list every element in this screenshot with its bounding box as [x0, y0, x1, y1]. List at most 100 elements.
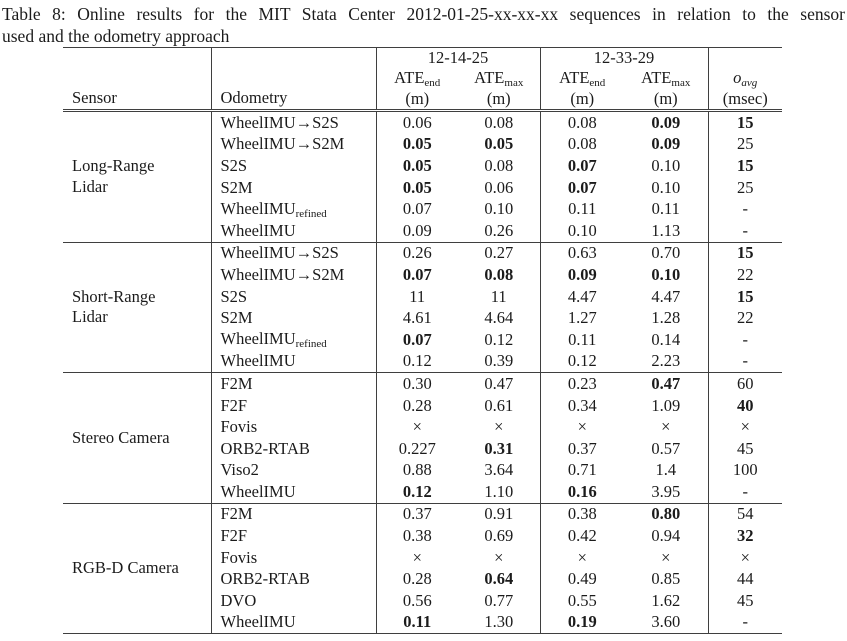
odometry-label: WheelIMU	[211, 481, 377, 504]
value-cell: 0.11	[568, 329, 597, 349]
odometry-label: WheelIMU	[211, 350, 377, 373]
value-cell: 0.10	[567, 220, 597, 240]
value-cell: -	[742, 220, 749, 240]
value-cell: 0.55	[567, 590, 597, 610]
value-cell: 0.07	[402, 199, 432, 219]
table-row: Stereo Camera F2M 0.30 0.47 0.23 0.47 60	[63, 372, 782, 504]
value-cell: ×	[412, 547, 422, 567]
odometry-label: WheelIMU→S2M	[211, 133, 377, 156]
sensor-group: Stereo Camera F2M 0.30 0.47 0.23 0.47 60 F2F 0.2…	[63, 372, 782, 504]
value-cell: 0.08	[458, 155, 541, 177]
value-cell: -	[742, 199, 749, 219]
odometry-label: F2F	[211, 394, 377, 417]
value-cell: 0.26	[458, 219, 541, 243]
value-cell: 0.69	[458, 525, 541, 547]
value-cell: 0.07	[567, 177, 597, 197]
value-cell: 0.77	[458, 590, 541, 612]
table-row: S2S 11 11 4.47 4.47 15	[63, 285, 782, 308]
column-header-oavg-spacer	[708, 48, 782, 69]
value-cell: 0.56	[402, 590, 432, 610]
value-cell: 32	[737, 526, 754, 546]
value-cell: 4.64	[458, 307, 541, 329]
value-cell: -	[742, 351, 749, 371]
column-header-ate-end-2: ATEend	[559, 68, 606, 89]
value-cell: ×	[740, 417, 750, 437]
table-row: WheelIMU 0.11 1.30 0.19 3.60 -	[63, 611, 782, 634]
value-cell: 0.09	[567, 264, 597, 284]
table-row: WheelIMU 0.12 0.39 0.12 2.23 -	[63, 350, 782, 373]
odometry-label: S2M	[211, 307, 377, 329]
table-row: Fovis × × × × ×	[63, 546, 782, 569]
value-cell: 2.23	[624, 350, 709, 373]
column-header-sequence-12-14-25: 12-14-25	[376, 47, 541, 68]
value-cell: 4.47	[567, 286, 597, 306]
value-cell: 0.09	[624, 110, 709, 134]
sensor-group: RGB-D Camera F2M 0.37 0.91 0.38 0.80 54 F2F 0.38…	[63, 503, 782, 634]
value-cell: 0.85	[624, 568, 709, 591]
value-cell: ×	[624, 416, 709, 438]
column-header-oavg: oavg	[733, 68, 758, 89]
unit-label-m-1: (m)	[405, 89, 430, 108]
value-cell: 11	[409, 286, 426, 306]
table-row: Viso2 0.88 3.64 0.71 1.4 100	[63, 459, 782, 482]
value-cell: 60	[737, 373, 754, 393]
value-cell: 0.37	[402, 504, 432, 524]
value-cell: 0.91	[458, 503, 541, 526]
value-cell: 0.31	[458, 437, 541, 460]
column-header-ate-max-2: ATEmax	[624, 68, 709, 89]
value-cell: 1.30	[458, 611, 541, 634]
table-row: WheelIMU 0.12 1.10 0.16 3.95 -	[63, 481, 782, 504]
value-cell: 0.38	[567, 504, 597, 524]
value-cell: 45	[737, 438, 754, 458]
value-cell: 0.10	[458, 198, 541, 220]
odometry-label: Viso2	[211, 459, 377, 482]
column-header-sequence-12-33-29: 12-33-29	[540, 47, 709, 68]
value-cell: 0.08	[458, 264, 541, 286]
value-cell: 0.11	[403, 612, 432, 632]
value-cell: 0.07	[567, 155, 597, 175]
value-cell: 11	[458, 285, 541, 308]
odometry-label: WheelIMU→S2S	[211, 242, 377, 265]
odometry-label: S2S	[211, 155, 377, 177]
value-cell: 0.64	[458, 568, 541, 591]
table-row: S2M 0.05 0.06 0.07 0.10 25	[63, 176, 782, 199]
value-cell: 0.07	[402, 329, 432, 349]
value-cell: 44	[737, 569, 754, 589]
value-cell: 3.95	[624, 481, 709, 504]
value-cell: 100	[732, 460, 758, 480]
odometry-label: S2S	[211, 285, 377, 308]
value-cell: 0.08	[567, 112, 597, 132]
header-row-metrics: ATEend ATEmax ATEend ATEmax oavg	[63, 68, 782, 89]
value-cell: -	[742, 329, 749, 349]
value-cell: 0.06	[402, 112, 432, 132]
value-cell: 0.94	[624, 525, 709, 547]
unit-label-m-3: (m)	[570, 89, 595, 108]
odometry-label: F2F	[211, 525, 377, 547]
value-cell: 0.05	[402, 134, 432, 154]
header-row-units: (m) (m) (m) (m) (msec)	[63, 89, 782, 111]
value-cell: 0.38	[402, 526, 432, 546]
value-cell: 0.47	[458, 372, 541, 395]
value-cell: 1.27	[567, 308, 597, 328]
value-cell: 0.30	[402, 373, 432, 393]
value-cell: 0.10	[624, 155, 709, 177]
value-cell: 0.70	[624, 242, 709, 265]
value-cell: 45	[737, 590, 754, 610]
odometry-label: WheelIMU→S2M	[211, 264, 377, 286]
odometry-subscript: refined	[295, 207, 327, 220]
odometry-label: Fovis	[211, 546, 377, 569]
table-row: ORB2-RTAB 0.28 0.64 0.49 0.85 44	[63, 568, 782, 591]
value-cell: 25	[737, 177, 754, 197]
odometry-label: ORB2-RTAB	[211, 437, 377, 460]
table-header: Sensor Odometry 12-14-25 12-33-29 ATEend…	[63, 47, 782, 111]
table-row: RGB-D Camera F2M 0.37 0.91 0.38 0.80 54	[63, 503, 782, 634]
table-row: WheelIMUrefined 0.07 0.12 0.11 0.14 -	[63, 328, 782, 351]
header-row-sequences: Sensor Odometry 12-14-25 12-33-29	[63, 47, 782, 111]
odometry-label: WheelIMUrefined	[211, 328, 377, 351]
value-cell: 4.47	[624, 285, 709, 308]
value-cell: 0.61	[458, 394, 541, 417]
value-cell: 0.05	[458, 133, 541, 156]
value-cell: 22	[737, 264, 754, 284]
value-cell: ×	[740, 547, 750, 567]
value-cell: 1.28	[624, 307, 709, 329]
